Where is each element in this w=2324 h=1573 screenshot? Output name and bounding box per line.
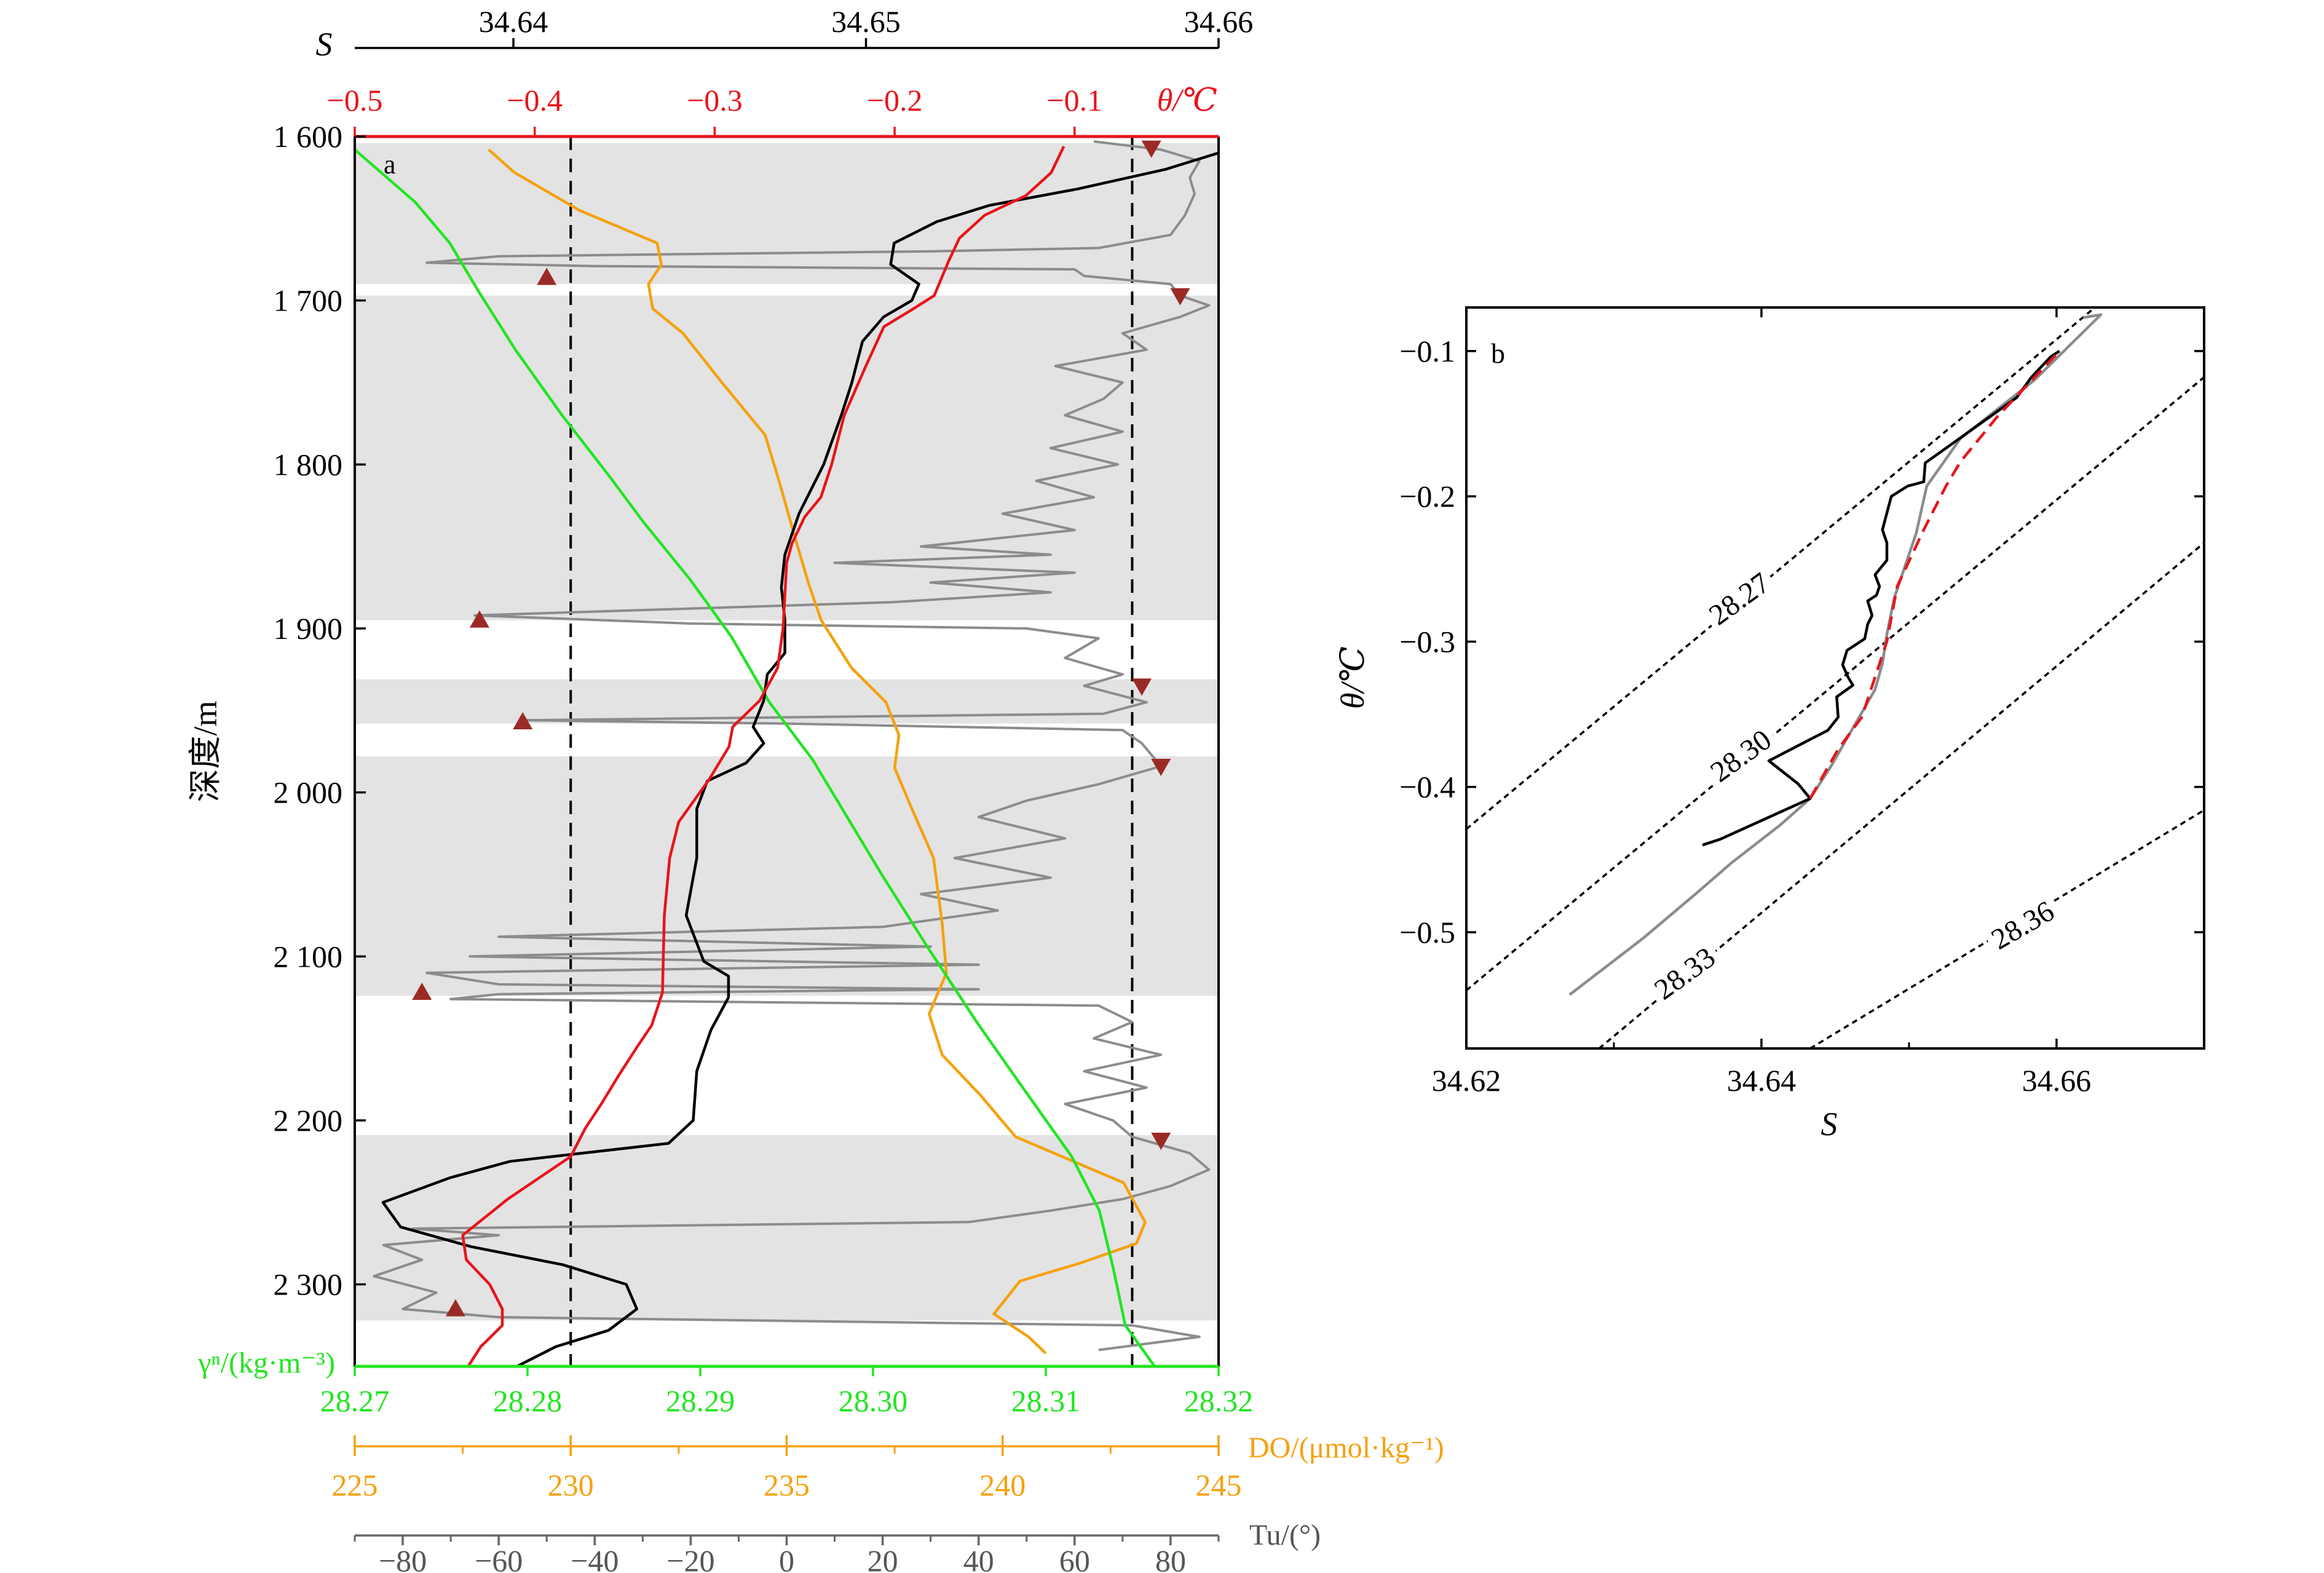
theta-tick-label: −0.2 [867,83,923,117]
do-tick-label: 235 [764,1468,810,1502]
ts-x-tick-label: 34.66 [2022,1063,2092,1098]
ts-y-tick-label: −0.1 [1399,334,1455,368]
marker-down-triangle [1141,140,1161,158]
depth-tick-label: 2 300 [274,1267,343,1302]
series-line-tu [373,140,1211,1352]
ts-curve-observed [1702,350,2061,847]
isopycnal-line [1466,307,2096,830]
theta-tick-label: −0.4 [507,83,563,117]
ts-y-tick-label: −0.2 [1399,479,1455,513]
gamma-tick-label: 28.32 [1184,1384,1254,1418]
tu-tick-label: 60 [1059,1543,1090,1573]
panel-b-frame [1465,306,2205,1050]
series-line-theta [461,146,1065,1368]
shaded-band [355,143,1219,284]
isopycnal-label-bg [1698,717,1781,791]
depth-tick-label: 2 100 [274,939,343,973]
depth-axis-title: 深度/m [187,700,224,802]
shaded-band [355,756,1219,996]
theta-tick-label: −0.3 [687,83,743,117]
marker-up-triangle [513,712,533,729]
marker-down-triangle [1170,288,1190,306]
tu-tick-label: 0 [779,1543,794,1573]
isopycnal-label-bg [1642,935,1725,1009]
marker-down-triangle [1151,759,1171,776]
depth-tick-label: 1 900 [274,611,343,646]
isopycnal-label-bg [1697,560,1780,635]
panel-a-label: a [384,149,396,180]
theta-tick-label: −0.1 [1046,83,1102,117]
series-line-salinity [381,151,1219,1368]
gamma-tick-label: 28.28 [493,1384,563,1418]
marker-down-triangle [1151,1133,1171,1150]
depth-tick-label: 2 000 [274,775,343,810]
do-axis-title: DO/(μmol·kg⁻¹) [1248,1432,1444,1464]
panel-b-label: b [1491,338,1505,369]
marker-up-triangle [412,983,432,1000]
gamma-tick-label: 28.27 [320,1384,390,1418]
do-tick-label: 245 [1196,1468,1242,1502]
tu-tick-label: −40 [571,1543,619,1573]
salinity-tick-label: 34.65 [831,4,901,39]
ts-y-tick-label: −0.5 [1399,915,1455,949]
ts-x-axis-title: S [1821,1106,1838,1143]
ts-curve-smoothed [1809,350,2061,799]
tu-tick-label: 80 [1155,1543,1186,1573]
series-line-do [488,148,1147,1355]
tu-tick-label: −60 [475,1543,523,1573]
isopycnal-label-bg [1980,889,2064,958]
ts-x-tick-label: 34.64 [1727,1063,1796,1098]
ts-y-tick-label: −0.3 [1399,624,1455,659]
depth-tick-label: 1 600 [274,119,343,154]
gamma-axis-title: γⁿ/(kg·m⁻³) [197,1347,335,1379]
tu-axis-title: Tu/(°) [1249,1519,1321,1551]
theta-axis-title: θ/℃ [1157,83,1217,118]
do-tick-label: 230 [548,1468,594,1502]
series-line-gamma [354,148,1156,1368]
depth-tick-label: 1 700 [274,283,343,318]
panel-a-depth-profile: 1 600 1 700 1 800 1 900 2 000 2 100 2 200 2 300… [187,4,1444,1573]
depth-tick-label: 1 800 [274,447,343,481]
salinity-axis-title: S [316,26,333,63]
marker-up-triangle [469,610,489,628]
ts-x-tick-label: 34.62 [1432,1063,1501,1098]
gamma-tick-label: 28.31 [1011,1384,1081,1418]
marker-down-triangle [1132,678,1152,696]
depth-tick-label: 2 200 [274,1103,343,1138]
marker-up-triangle [445,1299,465,1317]
theta-tick-label: −0.5 [327,83,383,117]
salinity-tick-label: 34.66 [1184,4,1254,39]
gamma-tick-label: 28.30 [839,1384,908,1418]
tu-tick-label: −20 [666,1543,714,1573]
ts-y-tick-label: −0.4 [1399,770,1455,804]
marker-up-triangle [537,267,557,285]
tu-tick-label: 20 [868,1543,898,1573]
gamma-tick-label: 28.29 [666,1384,735,1418]
tu-tick-label: 40 [963,1543,994,1573]
salinity-tick-label: 34.64 [479,4,548,39]
isopycnal-line [1466,376,2204,991]
ts-y-axis-title: θ/℃ [1334,646,1371,709]
ts-curve-full [1568,313,2103,996]
do-tick-label: 240 [979,1468,1026,1502]
tu-tick-label: −80 [379,1543,427,1573]
do-tick-label: 225 [332,1468,378,1502]
